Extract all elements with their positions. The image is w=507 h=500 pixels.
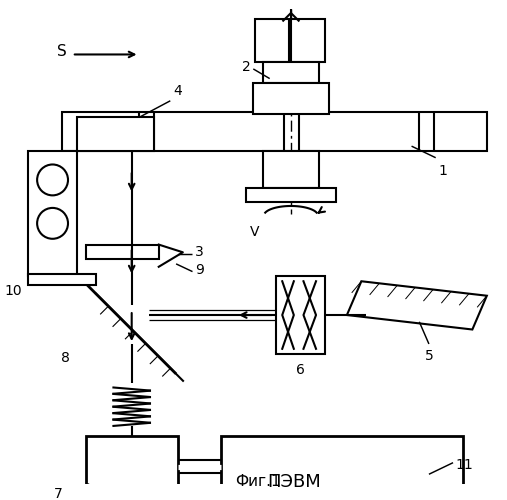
Text: 2: 2 xyxy=(242,60,250,74)
Bar xyxy=(263,151,319,188)
Bar xyxy=(86,436,178,500)
Bar xyxy=(28,151,77,276)
Polygon shape xyxy=(347,282,487,330)
Bar xyxy=(245,188,336,202)
Bar xyxy=(255,19,289,62)
Bar xyxy=(28,274,96,285)
Bar xyxy=(263,62,319,84)
Text: V: V xyxy=(249,226,259,239)
Circle shape xyxy=(37,208,68,239)
Bar xyxy=(77,117,154,151)
Bar xyxy=(291,19,324,62)
Bar xyxy=(86,244,159,259)
Bar xyxy=(254,84,329,114)
Bar xyxy=(62,112,487,151)
Text: 1: 1 xyxy=(439,164,448,177)
Text: 10: 10 xyxy=(4,284,22,298)
Text: 7: 7 xyxy=(53,486,62,500)
Bar xyxy=(276,276,324,353)
Circle shape xyxy=(37,164,68,196)
Text: S: S xyxy=(57,44,67,59)
Text: 4: 4 xyxy=(173,84,182,98)
Text: 8: 8 xyxy=(61,352,70,366)
Bar xyxy=(222,436,463,500)
Text: 6: 6 xyxy=(296,364,305,378)
Text: ПЭВМ: ПЭВМ xyxy=(267,473,321,491)
Text: 11: 11 xyxy=(455,458,473,471)
Text: 9: 9 xyxy=(195,262,204,276)
Text: 3: 3 xyxy=(195,246,204,260)
Text: Фиг.1: Фиг.1 xyxy=(235,474,281,490)
Text: 5: 5 xyxy=(424,349,433,363)
